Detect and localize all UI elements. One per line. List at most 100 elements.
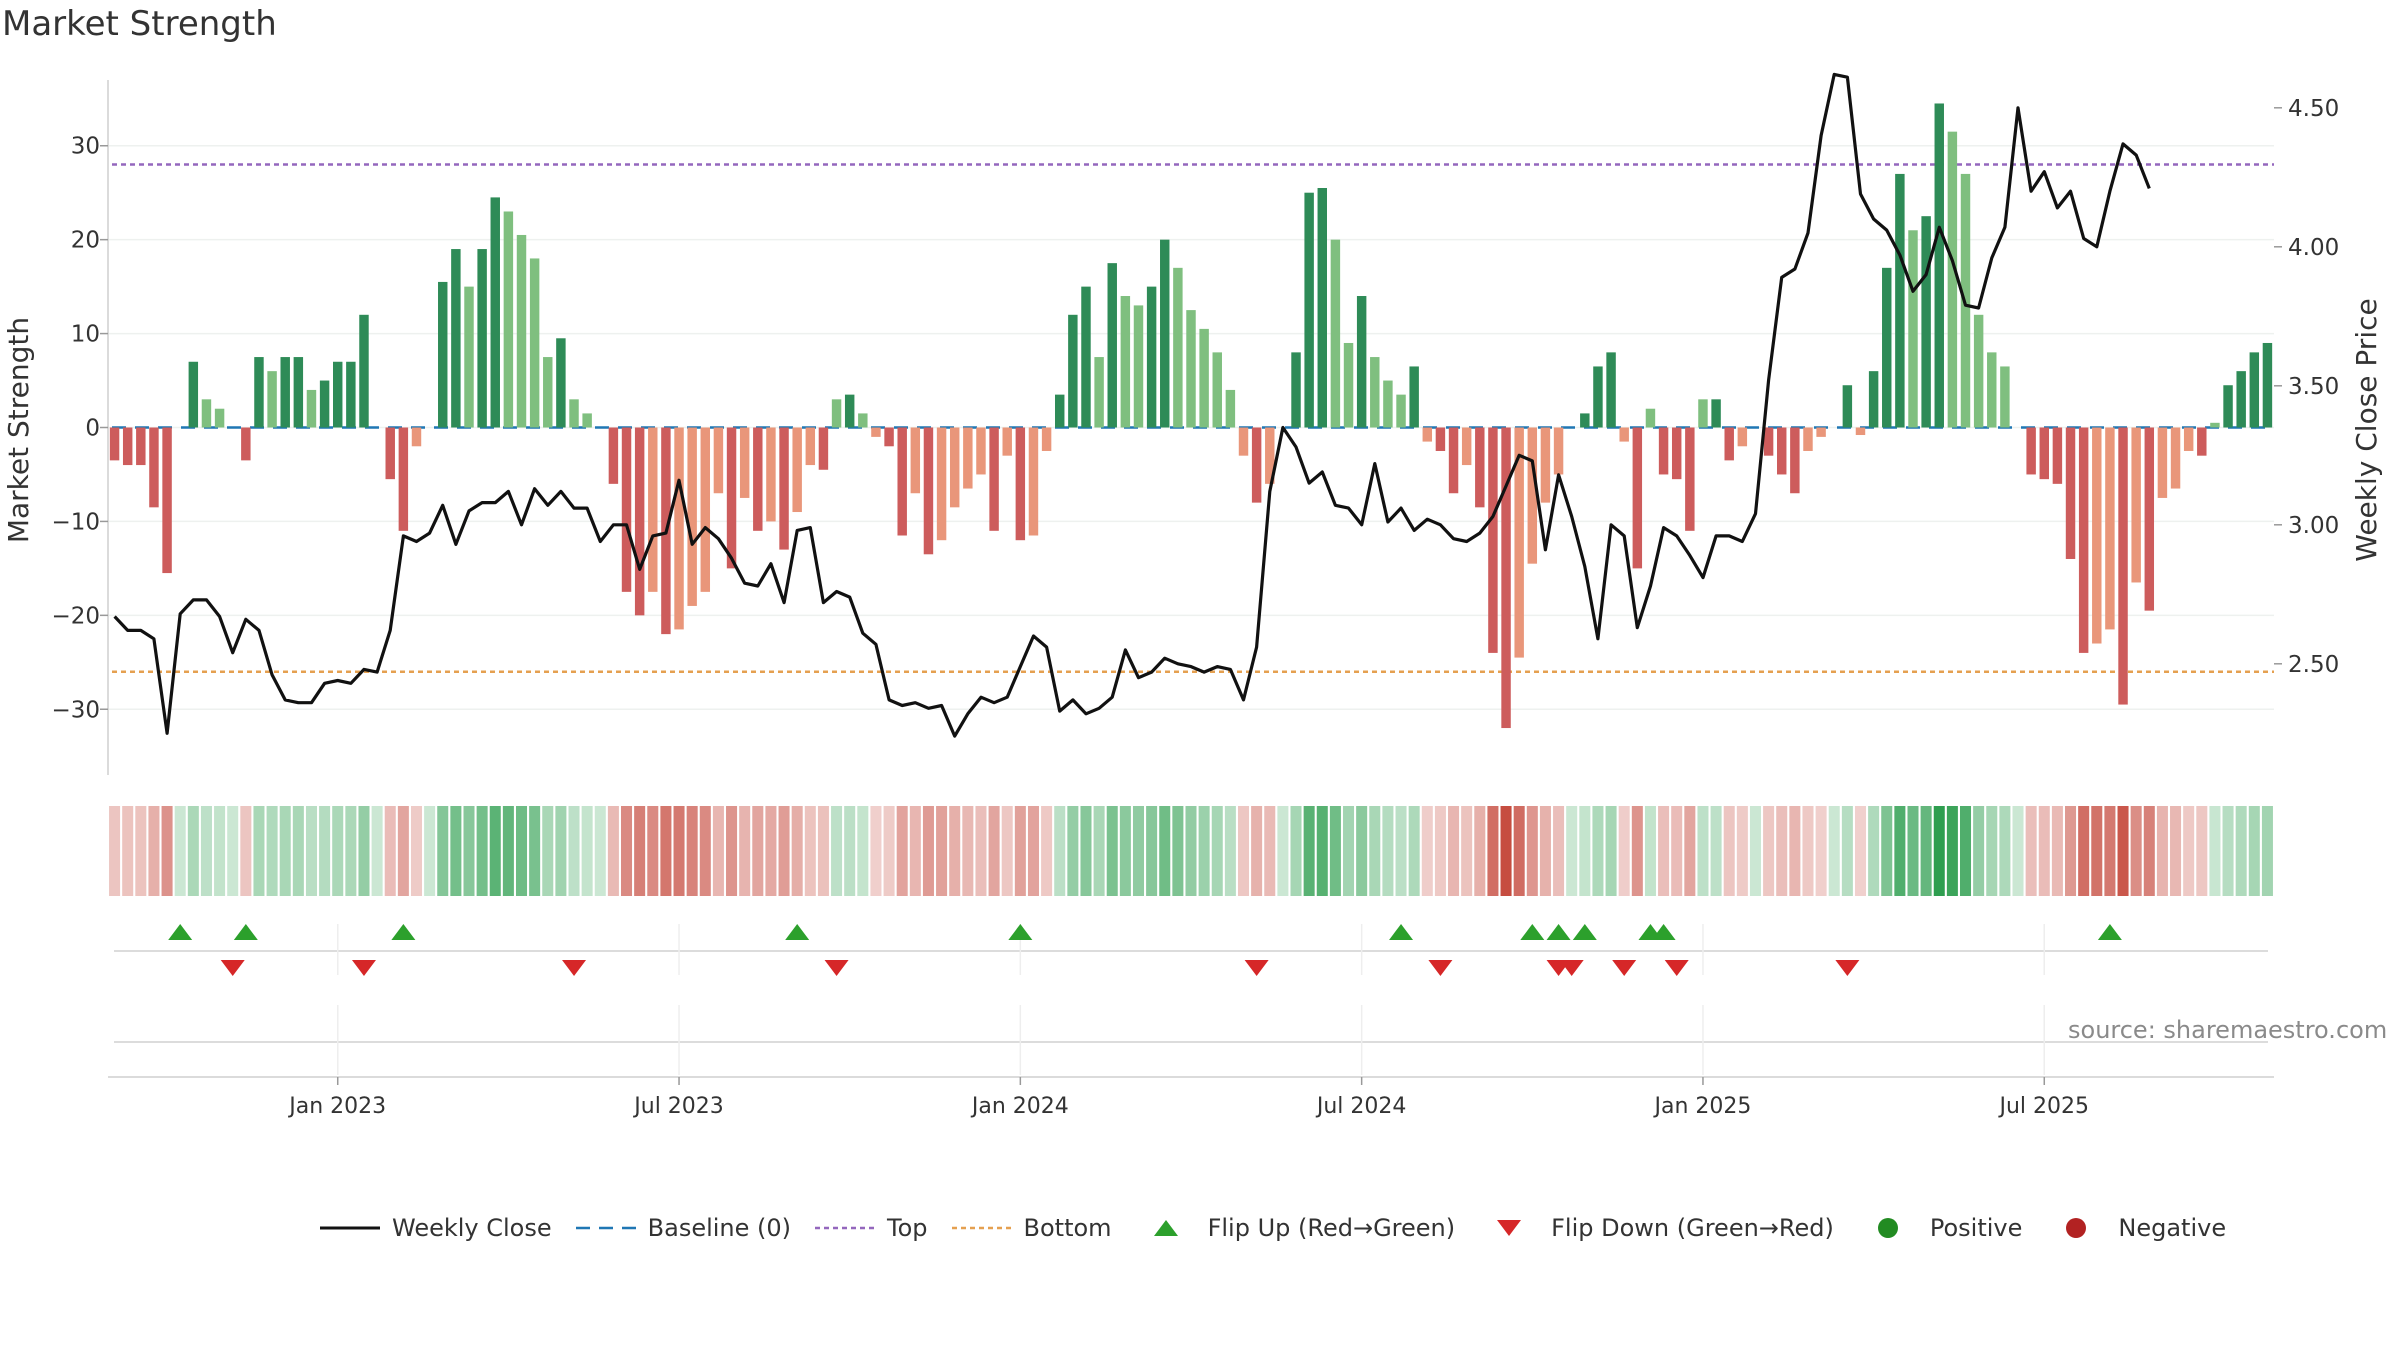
strength-bar	[1488, 427, 1498, 653]
x-axis: Jan 2023 Jul 2023 Jan 2024 Jul 2024 Jan 2025…	[108, 1076, 2274, 1119]
strength-bar	[149, 427, 159, 508]
flip-up-marker	[1008, 924, 1033, 940]
flip-down-marker	[562, 960, 587, 976]
strip-cell	[1382, 806, 1394, 896]
strip-cell	[752, 806, 764, 896]
flip-down-marker	[1428, 960, 1453, 976]
strength-bar	[608, 427, 619, 484]
strength-bar	[2131, 427, 2141, 583]
strip-cell	[1487, 806, 1499, 896]
x-tick-label: Jul 2025	[1998, 1094, 2090, 1119]
chart-title: Market Strength	[2, 4, 277, 44]
strip-cell	[463, 806, 475, 896]
right-tick-label: 4.00	[2288, 235, 2339, 261]
strip-cell	[161, 806, 173, 896]
strength-bar	[963, 427, 973, 489]
flip-up-marker	[1546, 924, 1571, 940]
strength-bar	[1763, 427, 1774, 456]
flip-up-marker	[1651, 924, 1676, 940]
strength-bar	[1619, 427, 1629, 442]
strength-bar	[1225, 389, 1236, 428]
legend-item-flip_down: Flip Down (Green→Red)	[1479, 1214, 1834, 1242]
strip-cell	[1290, 806, 1302, 896]
strip-cell	[502, 806, 514, 896]
strip-cell	[817, 806, 829, 896]
strength-bar	[1908, 230, 1918, 428]
strip-cell	[2170, 806, 2182, 896]
left-tick-label: −30	[51, 697, 100, 723]
strength-bar	[1461, 427, 1472, 466]
strip-cell	[712, 806, 724, 896]
strength-bar	[385, 427, 395, 480]
strip-cell	[1185, 806, 1197, 896]
strip-cell	[1618, 806, 1630, 896]
strip-cell	[2143, 806, 2155, 896]
strength-bar	[346, 361, 356, 428]
strength-bar	[122, 427, 133, 466]
strength-bar	[1435, 427, 1446, 451]
strip-cell	[1054, 806, 1066, 896]
strip-cell	[1526, 806, 1538, 896]
strength-bar	[1002, 427, 1012, 456]
strength-bar	[569, 399, 579, 428]
left-tick-label: 0	[85, 416, 100, 442]
legend-label: Bottom	[1023, 1214, 1112, 1242]
strength-bar	[923, 427, 934, 555]
strength-bar	[1973, 314, 1984, 428]
strip-cell	[1815, 806, 1827, 896]
strip-cell	[1553, 806, 1565, 896]
strip-cell	[2104, 806, 2116, 896]
strip-cell	[1172, 806, 1184, 896]
legend-label: Weekly Close	[392, 1214, 552, 1242]
strip-cell	[1343, 806, 1355, 896]
x-tick-label: Jan 2024	[970, 1094, 1069, 1119]
strength-bar	[2262, 342, 2273, 428]
flip-down-marker	[220, 960, 245, 976]
strength-bar	[989, 427, 999, 531]
strip-cell	[660, 806, 672, 896]
strength-bar	[1842, 385, 1853, 428]
axes: 30 20 10 0 −10 −20 −30 Market Strength 4.50 4.00 3…	[2, 80, 2383, 775]
strip-cell	[988, 806, 1000, 896]
strength-bar	[739, 427, 750, 498]
strip-cell	[896, 806, 908, 896]
strip-cell	[1946, 806, 1958, 896]
strength-bar	[1790, 427, 1800, 494]
strip-cell	[949, 806, 961, 896]
strip-cell	[2209, 806, 2221, 896]
flip-up-marker	[233, 924, 258, 940]
strength-bar	[831, 399, 842, 428]
strength-bar	[1777, 427, 1787, 475]
strength-bar	[2052, 427, 2063, 484]
strip-cell	[844, 806, 856, 896]
strip-cell	[1828, 806, 1840, 896]
strength-bar	[319, 380, 330, 428]
strip-cell	[397, 806, 409, 896]
left-tick-label: 10	[71, 322, 100, 348]
flip-up-marker	[391, 924, 416, 940]
legend-label: Negative	[2118, 1214, 2227, 1242]
strength-bar	[162, 427, 172, 574]
strip-cell	[542, 806, 554, 896]
strength-bar	[1160, 239, 1170, 428]
strip-cell	[739, 806, 751, 896]
strength-bar	[201, 399, 212, 428]
strength-bar	[464, 286, 474, 428]
strength-bar	[753, 427, 763, 531]
strength-bar	[1895, 173, 1905, 428]
strip-cell	[726, 806, 738, 896]
x-tick-label: Jan 2025	[1653, 1094, 1752, 1119]
right-tick-label: 2.50	[2288, 652, 2339, 678]
strength-bar	[792, 427, 802, 513]
strip-cell	[1986, 806, 1998, 896]
strip-cell	[410, 806, 423, 896]
strip-cell	[214, 806, 226, 896]
strip-cell	[2196, 806, 2208, 896]
strength-bar	[1356, 296, 1367, 428]
legend-swatch-positive	[1877, 1218, 1898, 1238]
strip-cell	[607, 806, 619, 896]
strip-cell	[2235, 806, 2247, 896]
flip-down-marker	[1244, 960, 1269, 976]
strength-bar	[1527, 427, 1538, 564]
